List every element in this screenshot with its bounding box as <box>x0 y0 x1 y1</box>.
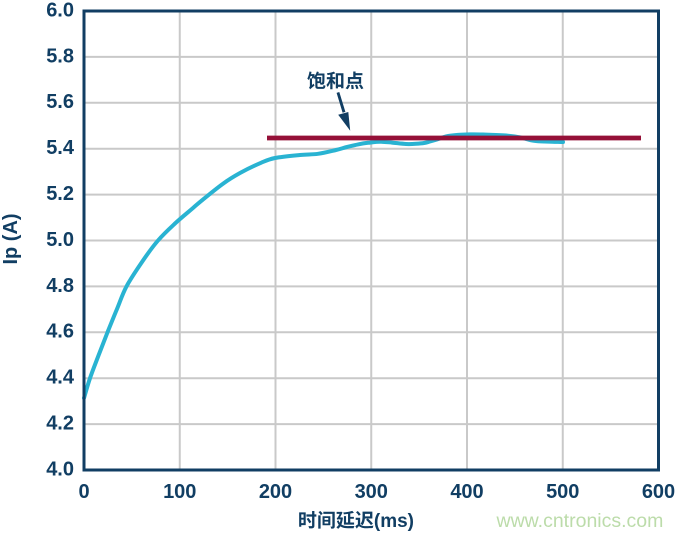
svg-text:600: 600 <box>642 481 675 503</box>
svg-text:5.8: 5.8 <box>46 45 74 67</box>
svg-text:200: 200 <box>259 481 292 503</box>
svg-text:4.8: 4.8 <box>46 275 74 297</box>
svg-text:Ip (A): Ip (A) <box>0 213 22 264</box>
svg-text:5.2: 5.2 <box>46 183 74 205</box>
svg-text:400: 400 <box>450 481 483 503</box>
svg-text:(ms): (ms) <box>374 511 414 532</box>
svg-text:4.2: 4.2 <box>46 413 74 435</box>
svg-text:www.cntronics.com: www.cntronics.com <box>496 510 664 532</box>
svg-text:500: 500 <box>546 481 579 503</box>
svg-text:5.6: 5.6 <box>46 91 74 113</box>
svg-text:300: 300 <box>355 481 388 503</box>
svg-text:5.4: 5.4 <box>46 137 75 159</box>
svg-text:100: 100 <box>163 481 196 503</box>
svg-text:4.6: 4.6 <box>46 321 74 343</box>
svg-text:5.0: 5.0 <box>46 229 74 251</box>
svg-text:4.0: 4.0 <box>46 458 74 480</box>
svg-text:6.0: 6.0 <box>46 0 74 21</box>
svg-text:4.4: 4.4 <box>46 367 75 389</box>
svg-text:0: 0 <box>78 481 89 503</box>
